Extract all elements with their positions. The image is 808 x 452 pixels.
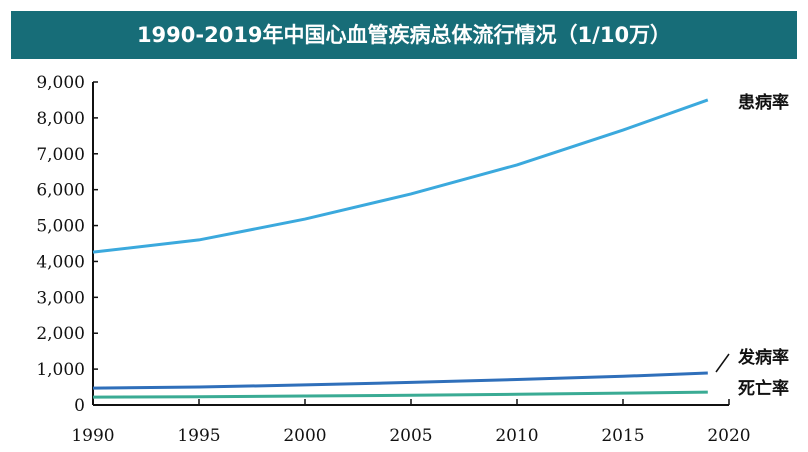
y-tick-label: 8,000 <box>36 109 85 129</box>
y-tick-label: 0 <box>74 396 85 416</box>
x-tick-label: 2000 <box>283 426 326 446</box>
series-line-3 <box>92 390 708 399</box>
x-tick-label: 2020 <box>707 426 750 446</box>
y-tick-label: 4,000 <box>36 252 85 272</box>
y-tick-label: 3,000 <box>36 288 85 308</box>
series-line-2 <box>92 371 708 390</box>
x-tick-label: 2015 <box>601 426 644 446</box>
y-tick-label: 1,000 <box>36 360 85 380</box>
label-leader-line <box>715 353 730 373</box>
y-tick-label: 9,000 <box>36 73 85 93</box>
y-tick-label: 2,000 <box>36 324 85 344</box>
x-tick-label: 1995 <box>177 426 220 446</box>
x-tick-label: 2005 <box>389 426 432 446</box>
chart-title: 1990-2019年中国心血管疾病总体流行情况（1/10万） <box>11 11 797 59</box>
series-label: 死亡率 <box>738 378 789 399</box>
x-tick-label: 1990 <box>71 426 114 446</box>
series-label: 发病率 <box>737 347 789 368</box>
y-tick-label: 5,000 <box>36 217 85 237</box>
y-tick-label: 7,000 <box>36 145 85 165</box>
series-line-1 <box>92 98 709 254</box>
x-tick-label: 2010 <box>495 426 538 446</box>
y-tick-label: 6,000 <box>36 181 85 201</box>
series-label: 患病率 <box>738 92 789 113</box>
